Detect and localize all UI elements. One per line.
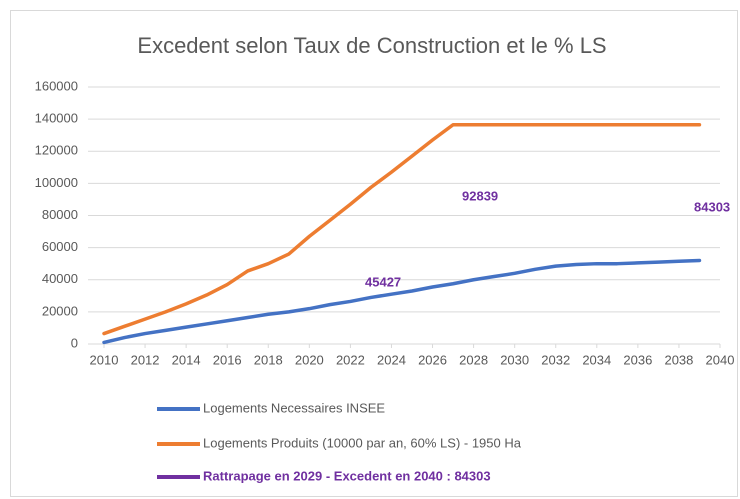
x-tick-label: 2038 bbox=[664, 352, 693, 367]
legend-label: Rattrapage en 2029 - Excedent en 2040 : … bbox=[203, 468, 491, 483]
x-tick-label: 2032 bbox=[541, 352, 570, 367]
annotation: 45427 bbox=[365, 274, 401, 289]
y-tick-label: 120000 bbox=[35, 143, 78, 158]
series-line bbox=[102, 258, 702, 345]
x-tick-label: 2010 bbox=[90, 352, 119, 367]
x-tick-label: 2028 bbox=[459, 352, 488, 367]
y-tick-label: 0 bbox=[71, 335, 78, 350]
x-tick-label: 2024 bbox=[377, 352, 406, 367]
x-tick-label: 2040 bbox=[706, 352, 735, 367]
annotation: 92839 bbox=[462, 188, 498, 203]
x-tick-label: 2020 bbox=[295, 352, 324, 367]
x-tick-label: 2026 bbox=[418, 352, 447, 367]
y-tick-label: 60000 bbox=[42, 239, 78, 254]
y-tick-label: 20000 bbox=[42, 303, 78, 318]
x-tick-label: 2036 bbox=[623, 352, 652, 367]
y-tick-label: 160000 bbox=[35, 78, 78, 93]
x-tick-label: 2014 bbox=[172, 352, 201, 367]
y-tick-label: 140000 bbox=[35, 111, 78, 126]
legend-label: Logements Necessaires INSEE bbox=[203, 400, 385, 415]
x-tick-label: 2018 bbox=[254, 352, 283, 367]
chart-title: Excedent selon Taux de Construction et l… bbox=[137, 33, 606, 58]
y-tick-label: 80000 bbox=[42, 207, 78, 222]
x-tick-label: 2012 bbox=[131, 352, 160, 367]
annotation: 84303 bbox=[694, 199, 730, 214]
y-tick-label: 40000 bbox=[42, 271, 78, 286]
legend-label: Logements Produits (10000 par an, 60% LS… bbox=[203, 435, 522, 450]
x-tick-label: 2016 bbox=[213, 352, 242, 367]
x-tick-label: 2030 bbox=[500, 352, 529, 367]
x-tick-label: 2034 bbox=[582, 352, 611, 367]
chart-frame bbox=[10, 10, 738, 497]
series-line bbox=[102, 122, 702, 336]
y-tick-label: 100000 bbox=[35, 175, 78, 190]
x-tick-label: 2022 bbox=[336, 352, 365, 367]
